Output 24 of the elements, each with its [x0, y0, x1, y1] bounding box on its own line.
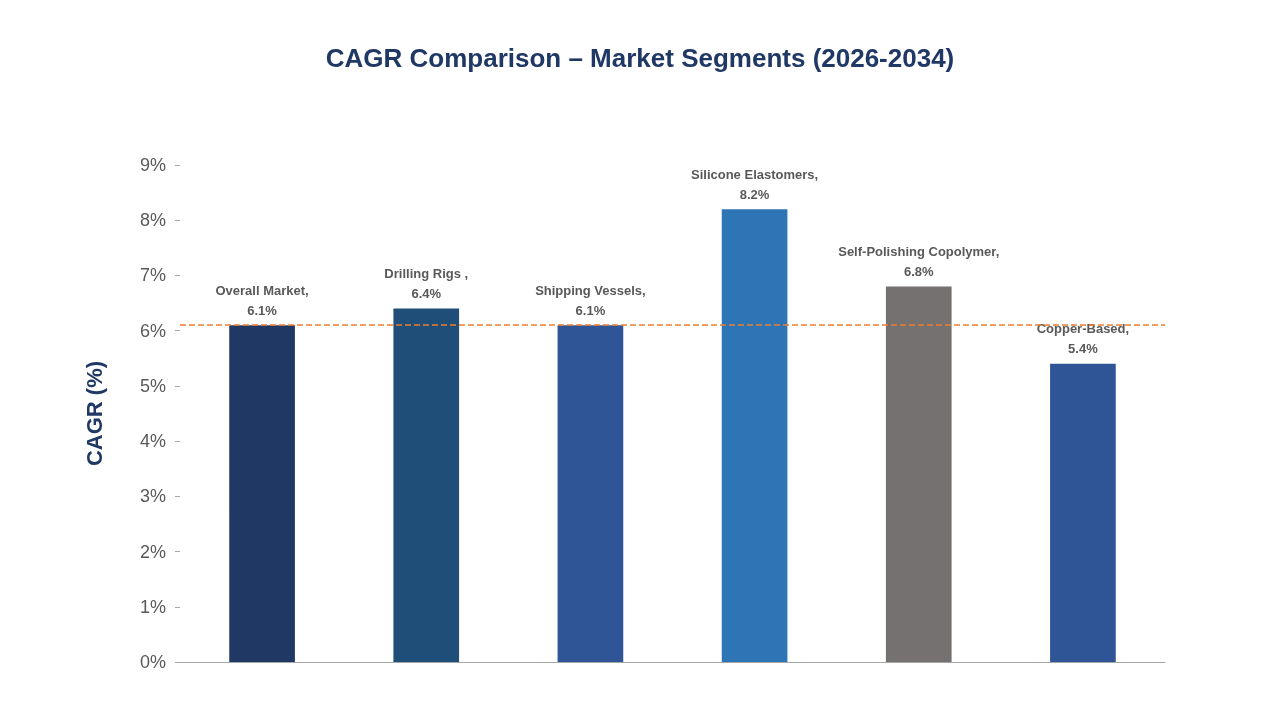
y-tick-label: 2% [139, 541, 166, 562]
bar [885, 286, 952, 662]
bar [1050, 363, 1116, 662]
y-tick-label: 9% [139, 155, 166, 175]
y-tick-label: 8% [139, 210, 166, 231]
bar [721, 209, 788, 662]
y-tick-label: 6% [139, 320, 166, 341]
y-tick-label: 3% [139, 486, 166, 507]
y-tick-label: 7% [139, 265, 166, 286]
data-label: Drilling Rigs , 6.4% [384, 266, 469, 302]
y-tick-label: 4% [139, 431, 166, 452]
data-label: Copper-Based, 5.4% [1036, 321, 1130, 357]
y-tick-label: 1% [139, 596, 166, 617]
bar [557, 325, 624, 662]
data-label: Self-Polishing Copolymer, 6.8% [838, 243, 1000, 279]
y-tick-label: 5% [139, 375, 166, 396]
data-label: Silicone Elastomers, 8.2% [691, 166, 819, 202]
y-axis-title: CAGR (%) [81, 360, 107, 467]
chart-title: CAGR Comparison – Market Segments (2026-2034) [325, 43, 955, 73]
data-label: Overall Market, 6.1% [215, 282, 309, 318]
y-tick-label: 0% [139, 652, 166, 672]
bar [393, 308, 460, 662]
bar [229, 325, 295, 662]
data-label: Shipping Vessels, 6.1% [535, 282, 646, 318]
